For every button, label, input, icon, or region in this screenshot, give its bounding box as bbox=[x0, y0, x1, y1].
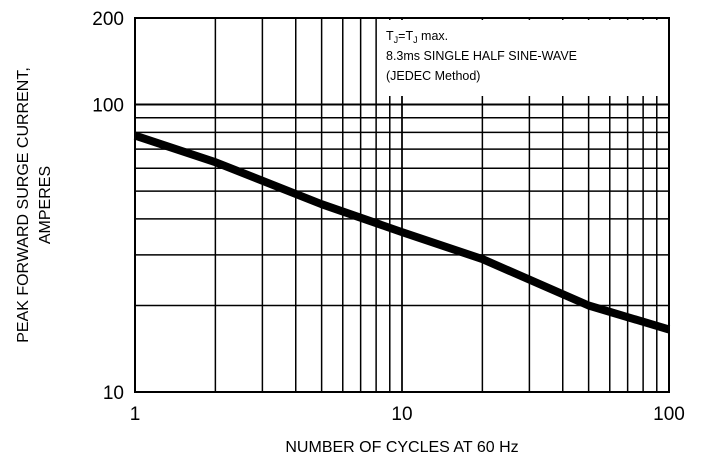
y-tick-label: 200 bbox=[92, 9, 124, 30]
annotation-line-2: 8.3ms SINGLE HALF SINE-WAVE bbox=[386, 49, 577, 63]
series-layer bbox=[133, 131, 671, 334]
x-tick-label: 100 bbox=[653, 404, 685, 425]
y-axis-label-line-1: PEAK FORWARD SURGE CURRENT, bbox=[15, 67, 32, 343]
x-tick-label: 10 bbox=[391, 404, 412, 425]
annotation-line-3: (JEDEC Method) bbox=[386, 69, 480, 83]
y-tick-label: 100 bbox=[92, 96, 124, 117]
plot-area-frame bbox=[134, 17, 670, 393]
y-axis-label-line-2: AMPERES bbox=[37, 166, 54, 244]
y-tick-label: 10 bbox=[103, 383, 124, 404]
x-axis-label: NUMBER OF CYCLES AT 60 Hz bbox=[285, 439, 518, 456]
series-line-0 bbox=[133, 131, 671, 334]
annotation-box-background bbox=[380, 20, 668, 96]
tick-labels: 1 10 100 10 100 200 bbox=[92, 9, 685, 425]
x-tick-label: 1 bbox=[130, 404, 141, 425]
annotation-line-1: TJ=TJ max. bbox=[386, 29, 448, 45]
